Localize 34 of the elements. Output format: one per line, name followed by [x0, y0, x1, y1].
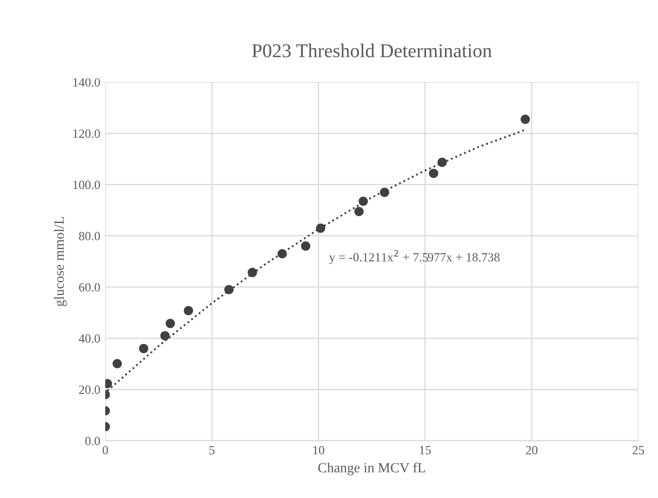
x-tick-label: 0: [102, 446, 108, 454]
point: [437, 158, 447, 167]
point: [278, 249, 287, 258]
y-tick-label: 80.0: [79, 232, 100, 240]
y-tick-label: 100.0: [73, 180, 100, 190]
x-tick-label: 15: [420, 446, 431, 454]
point: [428, 168, 438, 178]
y-tick-label: 40.0: [78, 334, 100, 343]
y-tick-label: 60.0: [79, 283, 100, 292]
annotation: y = -0.1211x$^{2}$ + 7.5977x + 18.738: [329, 250, 500, 264]
x-tick-label: 25: [632, 446, 644, 454]
point: [166, 318, 175, 328]
y-tick-label: 120.0: [73, 129, 100, 138]
point: [301, 241, 310, 251]
point: [316, 223, 326, 233]
chart-title: P023 Threshold Determination: [252, 44, 492, 58]
x-axis-title: Change in MCV fL: [318, 462, 426, 476]
x-tick-label: 10: [313, 446, 324, 454]
x-tick-label: 20: [526, 446, 538, 454]
point: [160, 331, 170, 340]
point: [520, 114, 530, 124]
y-tick-label: 140.0: [73, 78, 100, 87]
y-tick-label: 0.0: [85, 436, 100, 446]
x-tick-label: 5: [209, 446, 215, 454]
point: [184, 306, 194, 316]
point: [138, 344, 148, 354]
y-axis-title: glucose mmol/L: [54, 216, 67, 306]
point: [354, 206, 364, 216]
point: [224, 284, 234, 294]
point: [358, 196, 368, 206]
point: [248, 268, 258, 278]
point: [112, 358, 122, 368]
point: [380, 188, 390, 197]
y-tick-label: 20.0: [79, 386, 100, 394]
